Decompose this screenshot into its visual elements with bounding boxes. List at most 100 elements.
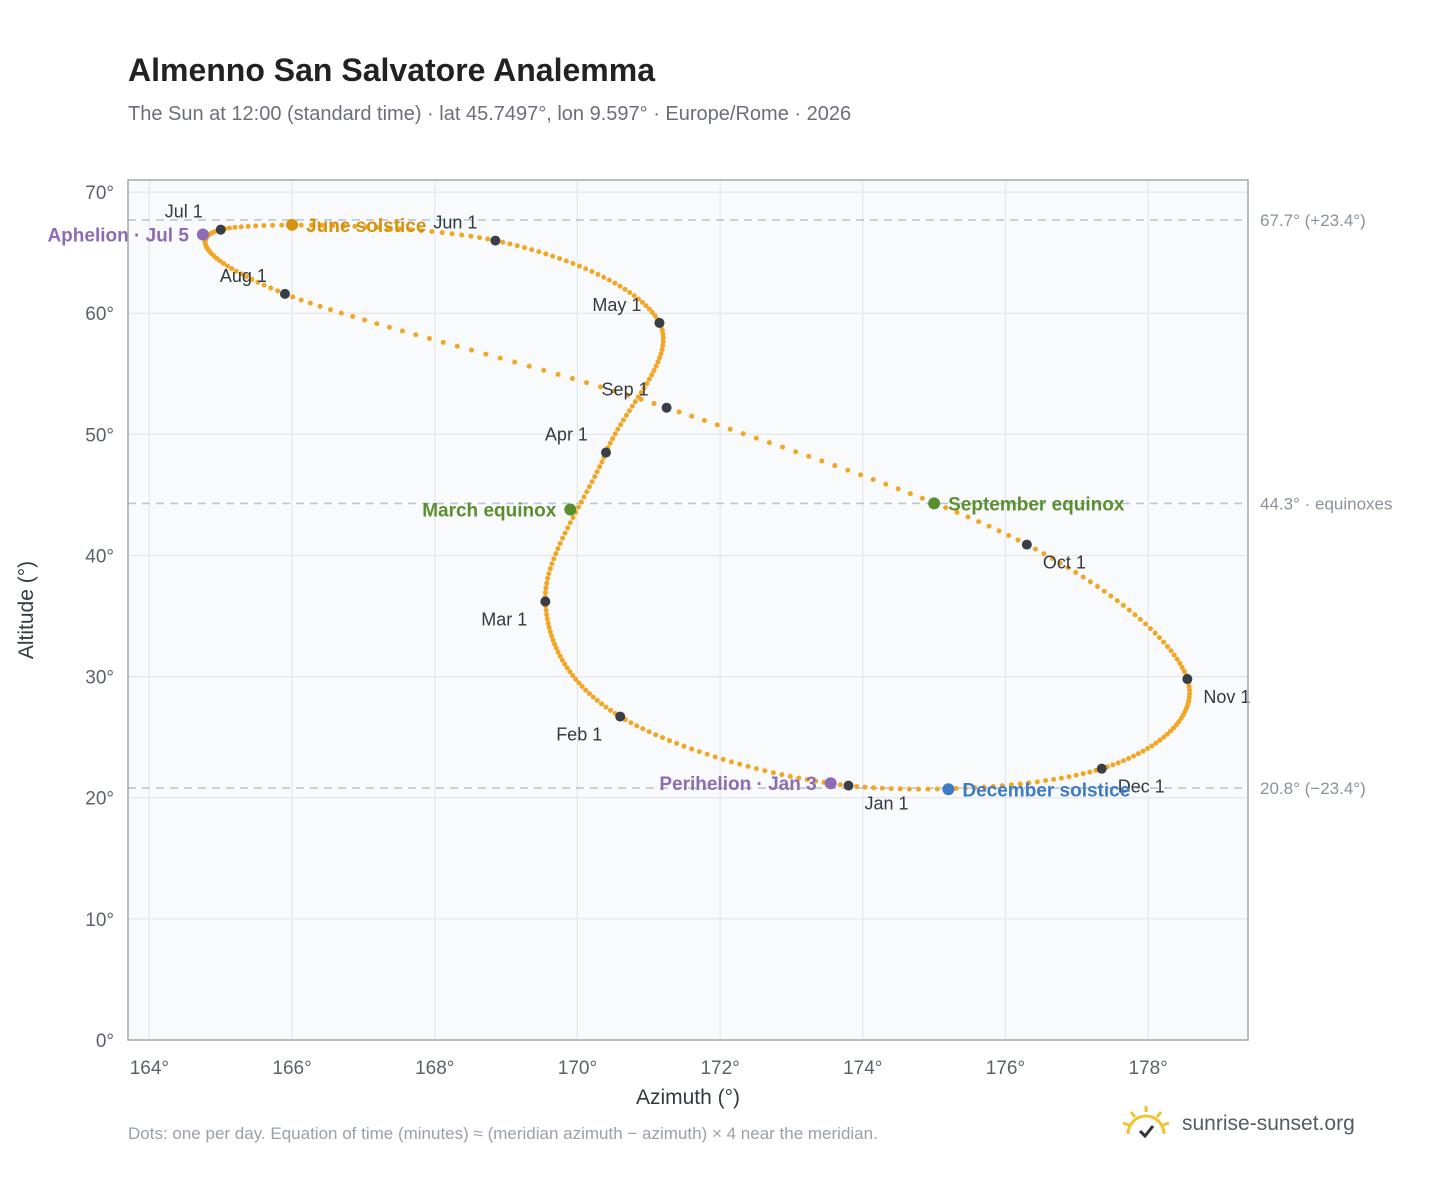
daily-sun-dot bbox=[547, 566, 553, 572]
daily-sun-dot bbox=[617, 283, 623, 289]
daily-sun-dot bbox=[514, 243, 520, 249]
x-tick-label: 172° bbox=[700, 1058, 739, 1079]
month-marker-label: Feb 1 bbox=[556, 725, 602, 745]
daily-sun-dot bbox=[1157, 737, 1163, 743]
daily-sun-dot bbox=[631, 293, 637, 299]
daily-sun-dot bbox=[1171, 652, 1177, 658]
daily-sun-dot bbox=[557, 256, 563, 262]
daily-sun-dot bbox=[374, 224, 380, 230]
daily-sun-dot bbox=[626, 408, 632, 414]
daily-sun-dot bbox=[1073, 569, 1079, 575]
x-tick-label: 178° bbox=[1128, 1058, 1167, 1079]
daily-sun-dot bbox=[545, 620, 551, 626]
daily-sun-dot bbox=[268, 285, 274, 291]
daily-sun-dot bbox=[544, 580, 550, 586]
daily-sun-dot bbox=[649, 309, 655, 315]
daily-sun-dot bbox=[233, 268, 239, 274]
daily-sun-dot bbox=[440, 339, 446, 345]
daily-sun-dot bbox=[243, 274, 249, 280]
daily-sun-dot bbox=[396, 226, 402, 232]
daily-sun-dot bbox=[916, 786, 922, 792]
axis-ticks: 164° 166° 168° 170° 172° 174° 176° 178° 0° 10° 20°… bbox=[85, 183, 1392, 1079]
daily-sun-dot bbox=[327, 307, 333, 313]
daily-sun-dot bbox=[643, 303, 649, 309]
daily-sun-dot bbox=[330, 223, 336, 229]
daily-sun-dot bbox=[660, 343, 666, 349]
daily-sun-dot bbox=[521, 245, 527, 251]
daily-sun-dot bbox=[551, 556, 557, 562]
y-axis-label: Altitude (°) bbox=[15, 561, 38, 659]
daily-sun-dot bbox=[338, 310, 344, 316]
daily-sun-dot bbox=[1120, 602, 1126, 608]
daily-sun-dot bbox=[635, 296, 641, 302]
daily-sun-dot bbox=[629, 403, 635, 409]
daily-sun-dot bbox=[570, 515, 576, 521]
daily-sun-dot bbox=[651, 401, 657, 407]
daily-sun-dot bbox=[586, 484, 592, 490]
daily-sun-dot bbox=[1187, 691, 1193, 697]
daily-sun-dot bbox=[1101, 588, 1107, 594]
daily-sun-dot bbox=[279, 222, 285, 228]
chart-title: Almenno San Salvatore Analemma bbox=[128, 52, 655, 88]
daily-sun-dot bbox=[1065, 565, 1071, 571]
y-tick-label: 30° bbox=[85, 668, 114, 689]
daily-sun-dot bbox=[793, 449, 799, 455]
daily-sun-dot bbox=[655, 359, 661, 365]
daily-sun-dot bbox=[658, 351, 664, 357]
daily-sun-dot bbox=[780, 444, 786, 450]
daily-sun-dot bbox=[681, 743, 687, 749]
daily-sun-dot bbox=[363, 224, 369, 230]
daily-sun-dot bbox=[610, 436, 616, 442]
daily-sun-dot bbox=[549, 561, 555, 567]
reference-lines bbox=[128, 219, 1248, 789]
daily-sun-dot bbox=[555, 546, 561, 552]
daily-sun-dot bbox=[804, 777, 810, 783]
daily-sun-dot bbox=[546, 624, 552, 630]
x-tick-label: 164° bbox=[130, 1058, 169, 1079]
daily-sun-dot bbox=[623, 412, 629, 418]
event-label: March equinox bbox=[422, 500, 557, 521]
daily-sun-dot bbox=[261, 282, 267, 288]
daily-sun-dot bbox=[603, 704, 609, 710]
daily-sun-dot bbox=[298, 297, 304, 303]
daily-sun-dot bbox=[627, 289, 633, 295]
daily-sun-dot bbox=[544, 616, 550, 622]
daily-sun-dot bbox=[560, 535, 566, 541]
daily-sun-dot bbox=[545, 575, 551, 581]
daily-sun-dot bbox=[575, 504, 581, 510]
daily-sun-dot bbox=[990, 783, 996, 789]
daily-sun-dot bbox=[639, 299, 645, 305]
daily-sun-dot bbox=[622, 286, 628, 292]
daily-sun-dot bbox=[599, 459, 605, 465]
daily-sun-dot bbox=[813, 778, 819, 784]
month-marker bbox=[490, 235, 501, 246]
month-marker-label: Aug 1 bbox=[220, 266, 267, 286]
month-marker bbox=[843, 780, 854, 791]
daily-sun-dot bbox=[701, 417, 707, 423]
daily-sun-dot bbox=[601, 274, 607, 280]
daily-sun-dot bbox=[653, 732, 659, 738]
month-marker-label: Apr 1 bbox=[545, 425, 588, 445]
daily-sun-dot bbox=[871, 785, 877, 791]
y-tick-label: 0° bbox=[96, 1031, 114, 1052]
daily-sun-dot bbox=[674, 740, 680, 746]
daily-sun-dot bbox=[666, 738, 672, 744]
daily-sun-dot bbox=[584, 380, 590, 386]
daily-sun-dot bbox=[612, 280, 618, 286]
daily-sun-dot bbox=[261, 223, 267, 229]
brand-logo[interactable]: sunrise-sunset.org bbox=[1120, 1104, 1355, 1144]
daily-sun-dot bbox=[653, 363, 659, 369]
daily-sun-dot bbox=[753, 435, 759, 441]
month-marker-label: Jul 1 bbox=[165, 202, 203, 222]
month-marker bbox=[540, 596, 551, 607]
daily-sun-dot bbox=[981, 784, 987, 790]
daily-sun-dot bbox=[1149, 743, 1155, 749]
daily-sun-dot bbox=[660, 335, 666, 341]
daily-sun-dot bbox=[583, 266, 589, 272]
daily-sun-dot bbox=[1126, 607, 1132, 613]
daily-sun-dot bbox=[996, 528, 1002, 534]
daily-sun-dot bbox=[562, 661, 568, 667]
event-marker bbox=[824, 777, 837, 790]
daily-sun-dot bbox=[745, 763, 751, 769]
event-marker bbox=[928, 497, 941, 510]
